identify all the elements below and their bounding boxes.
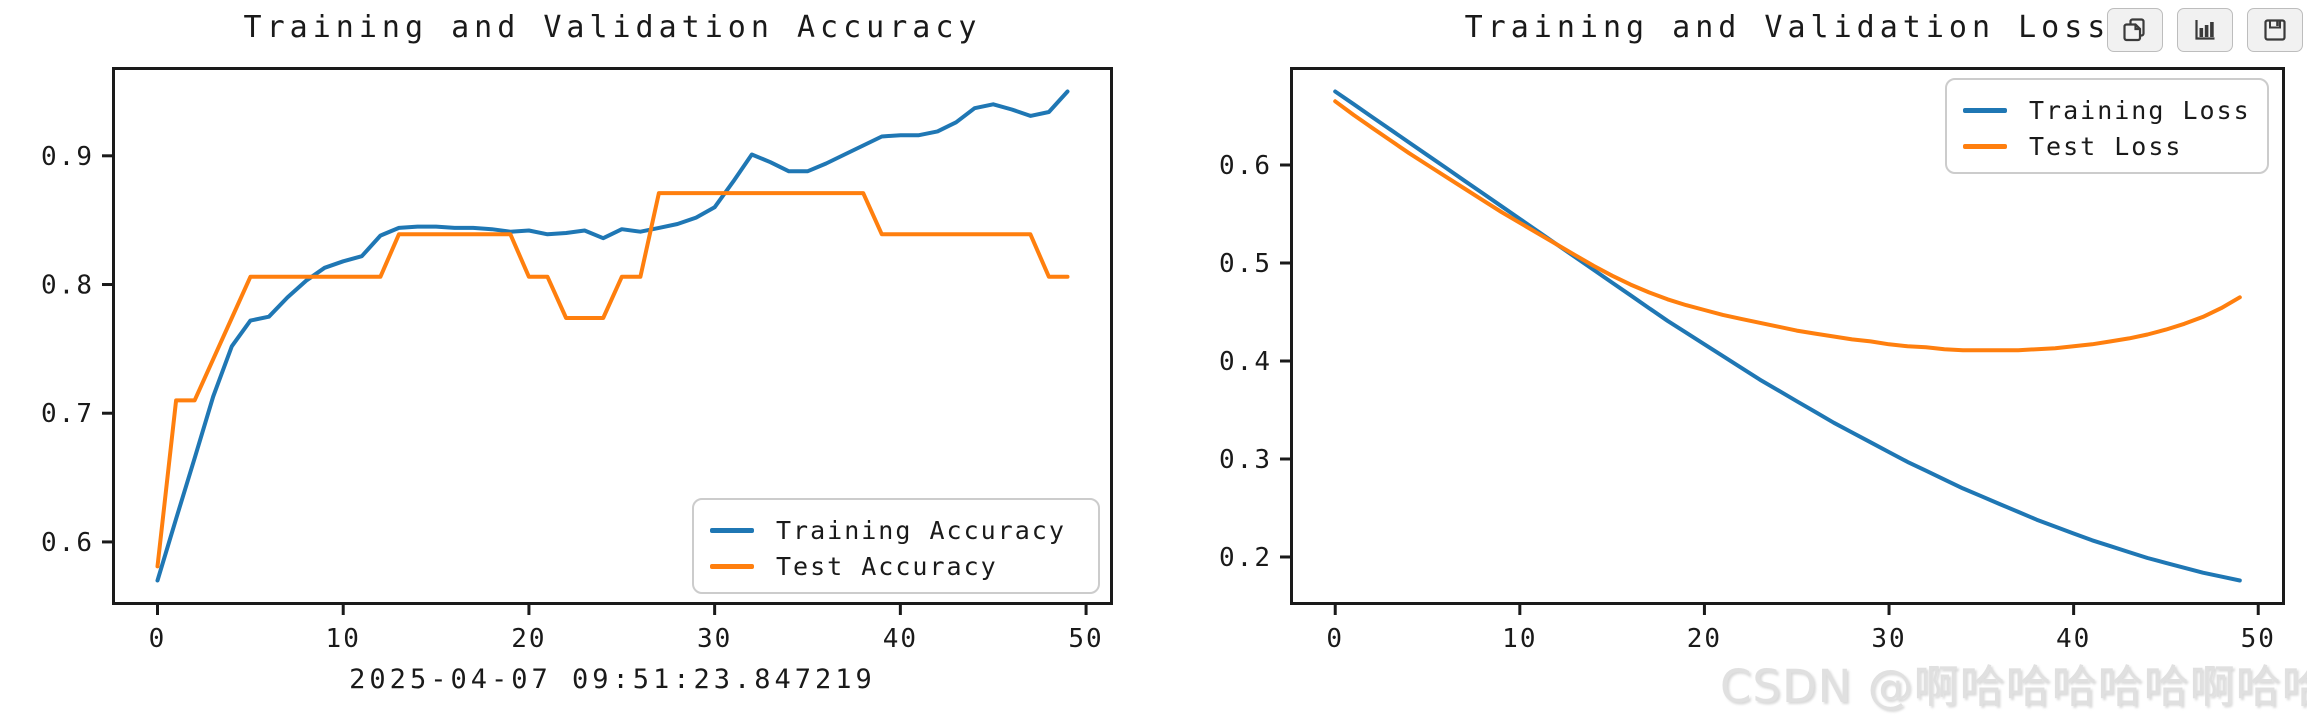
plot-frame — [1290, 67, 2285, 605]
x-tick-label: 50 — [1068, 624, 1103, 654]
legend-entry: Training Loss — [1963, 92, 2249, 128]
x-tick-label: 0 — [149, 624, 167, 654]
image-toolbar — [2107, 8, 2303, 52]
loss-plot: 0 10 20 30 40 50 0.2 0.3 0.4 0.5 0.6 — [1219, 67, 2285, 654]
accuracy-chart-title: Training and Validation Accuracy — [243, 10, 982, 45]
y-tick-label: 0.7 — [41, 399, 94, 429]
legend-label: Training Accuracy — [776, 515, 1066, 545]
legend-label: Test Accuracy — [776, 551, 998, 581]
x-tick-label: 40 — [2056, 624, 2091, 654]
y-tick-label: 0.8 — [41, 271, 94, 301]
x-tick-label: 30 — [1871, 624, 1906, 654]
save-icon — [2261, 16, 2289, 44]
x-tick-label: 50 — [2241, 624, 2276, 654]
legend-label: Training Loss — [2029, 95, 2251, 125]
x-tick-label: 30 — [697, 624, 732, 654]
save-button[interactable] — [2247, 8, 2303, 52]
legend-label: Test Loss — [2029, 131, 2183, 161]
loss-legend: Training Loss Test Loss — [1945, 78, 2269, 174]
legend-entry: Training Accuracy — [710, 512, 1080, 548]
legend-line-swatch — [1963, 143, 2007, 149]
plot-frame — [112, 67, 1113, 605]
x-tick-label: 40 — [883, 624, 918, 654]
accuracy-xlabel-timestamp: 2025-04-07 09:51:23.847219 — [349, 664, 876, 695]
x-tick-label: 10 — [326, 624, 361, 654]
series-line-test-loss — [1333, 99, 2242, 353]
y-tick-label: 0.2 — [1219, 543, 1272, 573]
legend-line-swatch — [710, 563, 754, 569]
loss-chart-title: Training and Validation Loss — [1464, 10, 2111, 45]
bar-chart-icon — [2191, 16, 2219, 44]
y-tick-label: 0.3 — [1219, 445, 1272, 475]
x-tick-label: 20 — [511, 624, 546, 654]
y-tick-label: 0.9 — [41, 142, 94, 172]
series-line-training-loss — [1333, 89, 2242, 583]
legend-line-swatch — [710, 527, 754, 533]
x-tick-label: 10 — [1502, 624, 1537, 654]
copy-button[interactable] — [2107, 8, 2163, 52]
y-tick-label: 0.6 — [41, 528, 94, 558]
x-tick-label: 0 — [1326, 624, 1344, 654]
chart-button[interactable] — [2177, 8, 2233, 52]
accuracy-legend: Training Accuracy Test Accuracy — [692, 498, 1100, 594]
legend-entry: Test Accuracy — [710, 548, 1080, 584]
legend-entry: Test Loss — [1963, 128, 2249, 164]
x-tick-label: 20 — [1687, 624, 1722, 654]
y-tick-label: 0.4 — [1219, 347, 1272, 377]
legend-line-swatch — [1963, 107, 2007, 113]
series-line-test-accuracy — [155, 191, 1070, 569]
y-tick-label: 0.6 — [1219, 151, 1272, 181]
copy-icon — [2121, 16, 2149, 44]
csdn-watermark: CSDN @啊哈哈哈哈哈啊哈哈 — [1720, 660, 2307, 713]
accuracy-plot: 0 10 20 30 40 50 0.6 0.7 0.8 0.9 — [41, 67, 1113, 654]
y-tick-label: 0.5 — [1219, 249, 1272, 279]
